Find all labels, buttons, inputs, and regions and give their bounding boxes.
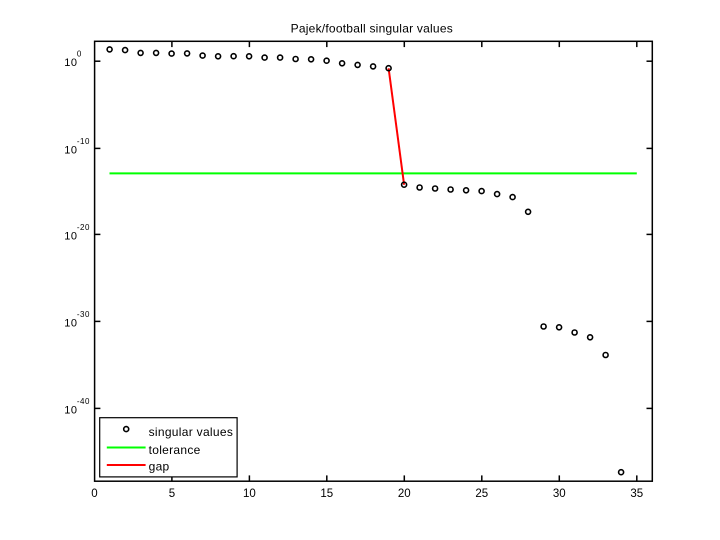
svg-text:5: 5 [169,488,175,500]
svg-text:10: 10 [64,57,77,69]
svg-text:10: 10 [64,144,77,156]
svg-text:singular values: singular values [149,425,234,439]
svg-text:10: 10 [243,488,256,500]
svg-text:-40: -40 [77,397,90,406]
svg-text:gap: gap [149,459,170,473]
svg-text:25: 25 [475,488,488,500]
svg-text:20: 20 [398,488,411,500]
svg-text:15: 15 [320,488,333,500]
svg-text:tolerance: tolerance [149,443,201,457]
svg-text:-20: -20 [77,223,90,232]
svg-text:-30: -30 [77,310,90,319]
svg-text:0: 0 [77,49,82,58]
svg-text:10: 10 [64,404,77,416]
svg-text:0: 0 [91,488,97,500]
svg-text:10: 10 [64,317,77,329]
svg-text:Pajek/football singular values: Pajek/football singular values [291,22,453,36]
svg-text:-10: -10 [77,137,90,146]
svg-text:35: 35 [630,488,643,500]
svg-text:10: 10 [64,230,77,242]
svg-text:30: 30 [553,488,566,500]
